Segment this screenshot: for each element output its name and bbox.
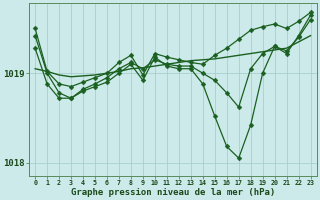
X-axis label: Graphe pression niveau de la mer (hPa): Graphe pression niveau de la mer (hPa) <box>71 188 275 197</box>
